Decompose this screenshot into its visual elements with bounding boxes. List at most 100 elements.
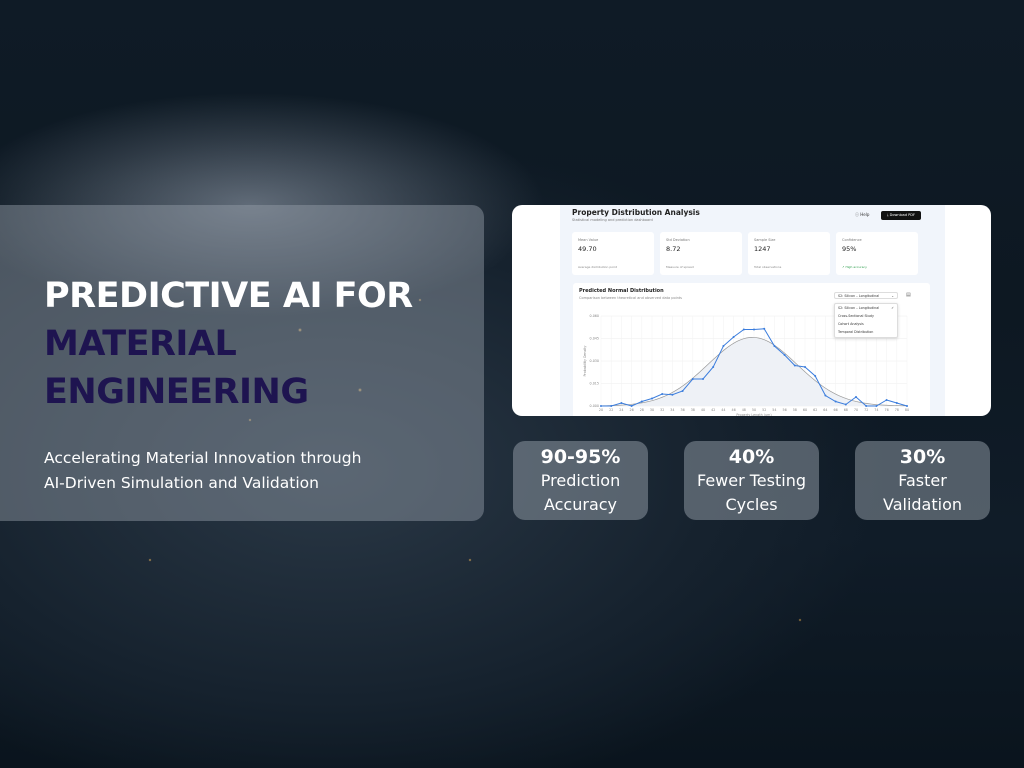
data-point [834, 400, 837, 403]
help-icon: ⓘ [855, 212, 861, 217]
data-point [640, 400, 643, 403]
data-point [610, 405, 613, 407]
x-tick-label: 72 [864, 408, 868, 412]
stat-card-confidence: Confidence 95% ↗ High accuracy [836, 232, 918, 275]
data-point [895, 402, 898, 404]
help-button[interactable]: ⓘ Help [855, 212, 869, 218]
data-point [661, 393, 664, 395]
card-value: 49.70 [578, 245, 597, 253]
subtitle-line-1: Accelerating Material Innovation through [44, 449, 362, 467]
data-point [753, 328, 755, 331]
download-label: Download PDF [889, 213, 915, 217]
stat-card-sample: Sample Size 1247 Total observations [748, 232, 830, 275]
card-label: Confidence [842, 238, 862, 242]
x-tick-label: 60 [803, 408, 807, 412]
x-tick-label: 76 [884, 408, 888, 412]
text-panel [0, 205, 484, 521]
x-tick-label: 70 [854, 408, 858, 412]
x-tick-label: 66 [833, 408, 837, 412]
export-icon[interactable]: ▤ [906, 292, 911, 298]
dashboard-screenshot: Property Distribution Analysis Statistic… [512, 205, 991, 416]
stat-label: Prediction [540, 471, 621, 490]
card-label: Mean Value [578, 238, 599, 242]
dashboard: Property Distribution Analysis Statistic… [560, 205, 945, 416]
card-label: Std Deviation [666, 238, 690, 242]
download-pdf-button[interactable]: ⤓ Download PDF [881, 211, 921, 220]
card-note: Total observations [754, 265, 782, 269]
x-tick-label: 36 [680, 408, 684, 412]
data-point [600, 405, 602, 407]
x-tick-label: 74 [874, 408, 878, 412]
stat-label: Accuracy [543, 495, 618, 514]
dataset-dropdown[interactable]: S2: Silicon – Longitudinal ⌄ [834, 292, 898, 299]
dashboard-subtitle: Statistical modeling and prediction dash… [572, 218, 653, 222]
card-note: Measure of spread [666, 265, 694, 269]
data-point [691, 378, 694, 380]
dropdown-menu: S2: Silicon – Longitudinal ✓ Cross-Sectio… [834, 303, 898, 338]
data-point [783, 354, 786, 356]
x-tick-label: 44 [721, 408, 725, 412]
data-point [742, 328, 745, 331]
x-tick-label: 34 [670, 408, 674, 412]
card-note: ↗ High accuracy [842, 265, 867, 269]
x-axis-label: Property Length (um) [736, 413, 771, 416]
x-tick-label: 50 [752, 408, 756, 412]
headline-line-3: ENGINEERING [44, 372, 309, 412]
data-point [763, 327, 766, 330]
stat-faster-validation: 30% Faster Validation [855, 441, 990, 520]
data-point [702, 378, 704, 380]
subtitle-line-2: AI-Driven Simulation and Validation [44, 474, 319, 492]
y-tick-label: 0.015 [590, 382, 599, 386]
x-tick-label: 32 [660, 408, 664, 412]
x-tick-label: 22 [609, 408, 613, 412]
dropdown-option[interactable]: Cohort Analysis [838, 322, 864, 326]
stat-card-std: Std Deviation 8.72 Measure of spread [660, 232, 742, 275]
stat-value: 40% [728, 446, 775, 468]
x-tick-label: 26 [629, 408, 633, 412]
data-point [630, 405, 633, 407]
stat-value: 90-95% [540, 446, 621, 468]
data-point [885, 399, 888, 401]
card-value: 1247 [754, 245, 771, 253]
dropdown-option[interactable]: S2: Silicon – Longitudinal ✓ [838, 306, 894, 310]
data-point [732, 336, 735, 338]
dropdown-selected: S2: Silicon – Longitudinal [838, 294, 880, 298]
x-tick-label: 78 [895, 408, 899, 412]
x-tick-label: 28 [640, 408, 644, 412]
chart-card: Predicted Normal Distribution Comparison… [573, 283, 930, 416]
y-tick-label: 0.000 [590, 404, 599, 408]
data-point [773, 345, 776, 347]
x-tick-label: 40 [701, 408, 705, 412]
chart-subtitle: Comparison between theoretical and obser… [579, 296, 682, 300]
card-value: 8.72 [666, 245, 681, 253]
dropdown-option[interactable]: Temporal Distribution [838, 330, 874, 334]
stat-label: Faster [898, 471, 947, 490]
x-tick-label: 38 [691, 408, 695, 412]
x-tick-label: 48 [742, 408, 746, 412]
x-tick-label: 68 [844, 408, 848, 412]
chevron-down-icon: ⌄ [891, 294, 894, 298]
data-point [875, 405, 878, 407]
dropdown-option[interactable]: Cross-Sectional Study [838, 314, 874, 318]
y-tick-label: 0.060 [590, 314, 599, 318]
data-point [814, 375, 817, 377]
data-point [620, 402, 623, 404]
y-tick-label: 0.045 [590, 337, 599, 341]
data-point [804, 366, 806, 368]
help-label: Help [860, 212, 870, 217]
check-icon: ✓ [891, 306, 894, 310]
theoretical-area [601, 337, 907, 406]
x-tick-label: 54 [772, 408, 776, 412]
data-point [681, 390, 684, 392]
distribution-chart: 0.000 0.015 0.030 0.045 0.060 20 22 24 26 28 30 32 3… [583, 314, 909, 416]
y-axis-label: Probability Density [583, 345, 587, 376]
x-tick-label: 52 [762, 408, 766, 412]
chart-title: Predicted Normal Distribution [579, 288, 664, 294]
data-point [824, 394, 827, 397]
headline: PREDICTIVE AI FOR MATERIAL ENGINEERING [44, 272, 413, 416]
theoretical-curve [600, 337, 908, 407]
data-point [865, 405, 868, 407]
data-point [793, 364, 796, 367]
x-tick-label: 46 [731, 408, 735, 412]
card-value: 95% [842, 245, 857, 253]
